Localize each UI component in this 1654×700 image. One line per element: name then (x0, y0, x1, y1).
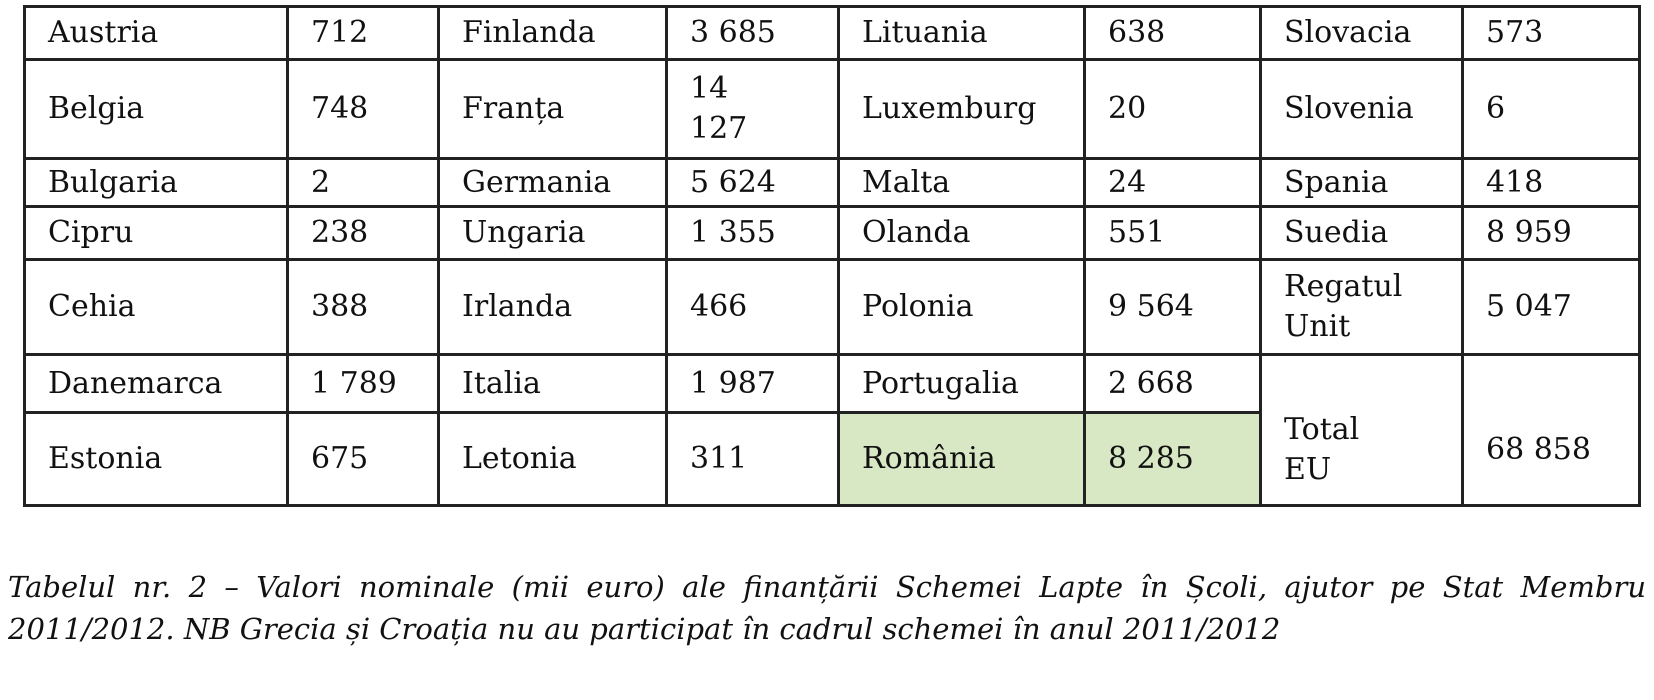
value-cell: 712 (286, 5, 440, 61)
value-cell: 14 127 (665, 58, 840, 160)
country-cell: Regatul Unit (1259, 258, 1464, 356)
country-cell: Letonia (437, 411, 668, 507)
value-cell: 9 564 (1083, 258, 1262, 356)
country-cell: Italia (437, 353, 668, 414)
country-cell: Olanda (837, 205, 1086, 261)
total-label-text: Total EU (1284, 412, 1360, 487)
country-cell: Ungaria (437, 205, 668, 261)
value-cell: 8 285 (1083, 411, 1262, 507)
country-cell: Slovacia (1259, 5, 1464, 61)
country-cell: Lituania (837, 5, 1086, 61)
country-cell: Franța (437, 58, 668, 160)
country-cell: România (837, 411, 1086, 507)
data-table: Austria 712 Finlanda 3 685 Lituania 638 Slovac… (23, 5, 1641, 507)
country-cell: Irlanda (437, 258, 668, 356)
caption: Tabelul nr. 2 – Valori nominale (mii eur… (8, 570, 1646, 646)
value-cell: 551 (1083, 205, 1262, 261)
country-cell: Luxemburg (837, 58, 1086, 160)
value-cell: 238 (286, 205, 440, 261)
value-cell: 388 (286, 258, 440, 356)
value-cell: 2 (286, 157, 440, 208)
table-row: Austria 712 Finlanda 3 685 Lituania 638 Slovac… (23, 5, 1641, 61)
table-row: Cehia 388 Irlanda 466 Polonia 9 564 Regatul Un… (23, 258, 1641, 356)
table-row: Belgia 748 Franța 14 127 Luxemburg 20 Slovenia… (23, 58, 1641, 160)
value-cell: 418 (1461, 157, 1641, 208)
country-cell: Cipru (23, 205, 289, 261)
value-cell: 466 (665, 258, 840, 356)
table-row: Cipru 238 Ungaria 1 355 Olanda 551 Suedia 8 959 (23, 205, 1641, 261)
total-value: 68 858 (1461, 353, 1641, 507)
value-cell: 2 668 (1083, 353, 1262, 414)
country-cell: Belgia (23, 58, 289, 160)
value-cell: 5 624 (665, 157, 840, 208)
country-cell: Slovenia (1259, 58, 1464, 160)
country-cell: Austria (23, 5, 289, 61)
value-cell: 675 (286, 411, 440, 507)
value-cell: 573 (1461, 5, 1641, 61)
value-cell: 8 959 (1461, 205, 1641, 261)
value-cell: 3 685 (665, 5, 840, 61)
country-cell: Germania (437, 157, 668, 208)
value-cell: 311 (665, 411, 840, 507)
country-cell: Malta (837, 157, 1086, 208)
value-cell: 20 (1083, 58, 1262, 160)
total-label: Total EU (1259, 353, 1464, 507)
value-cell-text: 14 127 (690, 71, 748, 146)
country-cell: Polonia (837, 258, 1086, 356)
country-cell: Portugalia (837, 353, 1086, 414)
country-cell: Danemarca (23, 353, 289, 414)
value-cell: 1 987 (665, 353, 840, 414)
country-cell-text: Regatul Unit (1284, 269, 1403, 344)
country-cell: Spania (1259, 157, 1464, 208)
table-row: Bulgaria 2 Germania 5 624 Malta 24 Spania 418 (23, 157, 1641, 208)
value-cell: 748 (286, 58, 440, 160)
country-cell: Suedia (1259, 205, 1464, 261)
value-cell: 6 (1461, 58, 1641, 160)
value-cell: 638 (1083, 5, 1262, 61)
value-cell: 1 789 (286, 353, 440, 414)
value-cell: 24 (1083, 157, 1262, 208)
country-cell: Estonia (23, 411, 289, 507)
value-cell: 1 355 (665, 205, 840, 261)
country-cell: Bulgaria (23, 157, 289, 208)
country-cell: Finlanda (437, 5, 668, 61)
country-cell: Cehia (23, 258, 289, 356)
table-row: Danemarca 1 789 Italia 1 987 Portugalia 2 668… (23, 353, 1641, 507)
value-cell: 5 047 (1461, 258, 1641, 356)
table-row: Estonia 675 Letonia 311 România 8 285 (23, 411, 1640, 507)
